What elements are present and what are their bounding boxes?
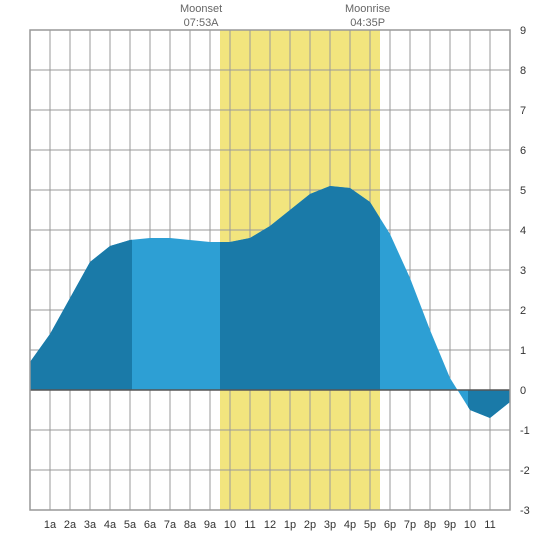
- svg-text:-2: -2: [520, 465, 530, 477]
- svg-text:5a: 5a: [124, 519, 137, 531]
- svg-text:7p: 7p: [404, 519, 416, 531]
- svg-text:2a: 2a: [64, 519, 77, 531]
- svg-text:5: 5: [520, 185, 526, 197]
- chart-svg: 1a2a3a4a5a6a7a8a9a1011121p2p3p4p5p6p7p8p…: [0, 0, 550, 550]
- svg-text:-3: -3: [520, 505, 530, 517]
- svg-text:6: 6: [520, 145, 526, 157]
- svg-text:1: 1: [520, 345, 526, 357]
- svg-text:1p: 1p: [284, 519, 296, 531]
- svg-text:6p: 6p: [384, 519, 396, 531]
- svg-text:9p: 9p: [444, 519, 456, 531]
- svg-text:9a: 9a: [204, 519, 217, 531]
- svg-text:3a: 3a: [84, 519, 97, 531]
- svg-text:8a: 8a: [184, 519, 197, 531]
- svg-text:3p: 3p: [324, 519, 336, 531]
- svg-text:4a: 4a: [104, 519, 117, 531]
- svg-text:10: 10: [224, 519, 236, 531]
- moonset-label: Moonset 07:53A: [180, 2, 222, 31]
- svg-text:3: 3: [520, 265, 526, 277]
- svg-text:5p: 5p: [364, 519, 376, 531]
- svg-text:1a: 1a: [44, 519, 57, 531]
- svg-text:-1: -1: [520, 425, 530, 437]
- svg-text:7a: 7a: [164, 519, 177, 531]
- svg-text:2p: 2p: [304, 519, 316, 531]
- svg-text:7: 7: [520, 105, 526, 117]
- tide-chart: Moonset 07:53A Moonrise 04:35P 1a 2a 3a 4a 5…: [0, 0, 550, 550]
- svg-text:2: 2: [520, 305, 526, 317]
- svg-text:8p: 8p: [424, 519, 436, 531]
- svg-text:10: 10: [464, 519, 476, 531]
- svg-text:11: 11: [484, 519, 495, 531]
- svg-text:4p: 4p: [344, 519, 356, 531]
- svg-text:8: 8: [520, 65, 526, 77]
- svg-text:11: 11: [244, 519, 255, 531]
- svg-text:4: 4: [520, 225, 526, 237]
- svg-text:9: 9: [520, 25, 526, 37]
- moonrise-label: Moonrise 04:35P: [345, 2, 390, 31]
- svg-text:12: 12: [264, 519, 276, 531]
- svg-text:6a: 6a: [144, 519, 157, 531]
- svg-text:0: 0: [520, 385, 526, 397]
